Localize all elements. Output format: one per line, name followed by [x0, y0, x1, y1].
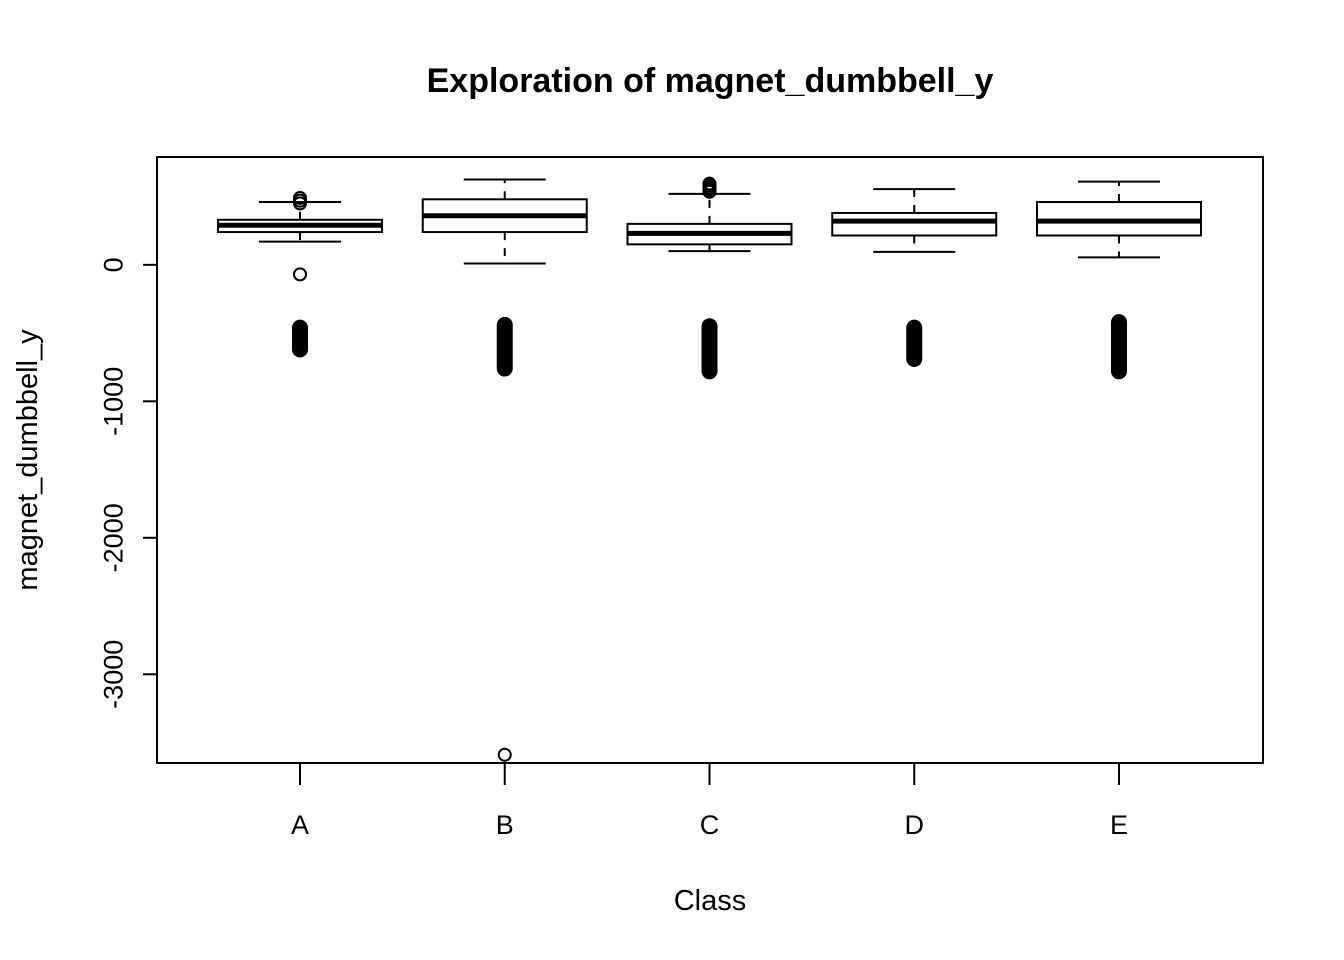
boxes: [217, 176, 1202, 762]
box-D: [831, 188, 998, 367]
x-tick-label: E: [1110, 810, 1128, 840]
x-tick-label: B: [496, 810, 514, 840]
y-axis: 0 -1000 -2000 -3000: [98, 257, 158, 709]
y-tick-label: -2000: [98, 503, 128, 572]
outlier-point: [702, 184, 717, 199]
x-tick-label: A: [291, 810, 309, 840]
outlier-point: [293, 196, 307, 211]
chart-title: Exploration of magnet_dumbbell_y: [427, 62, 994, 100]
x-axis: A B C D E: [291, 762, 1128, 840]
y-tick-label: -3000: [98, 640, 128, 709]
y-tick-label: -1000: [98, 367, 128, 436]
x-axis-label: Class: [674, 885, 747, 917]
x-tick-label: C: [700, 810, 720, 840]
x-tick-label: D: [905, 810, 925, 840]
box-A: [217, 190, 383, 358]
y-axis-label: magnet_dumbbell_y: [12, 329, 44, 591]
outlier-point: [293, 267, 307, 282]
outlier-point: [497, 747, 512, 762]
box-B: [421, 178, 588, 762]
y-tick-label: 0: [98, 257, 128, 272]
box: [831, 211, 998, 237]
box-C: [626, 176, 793, 380]
box-E: [1036, 180, 1202, 380]
